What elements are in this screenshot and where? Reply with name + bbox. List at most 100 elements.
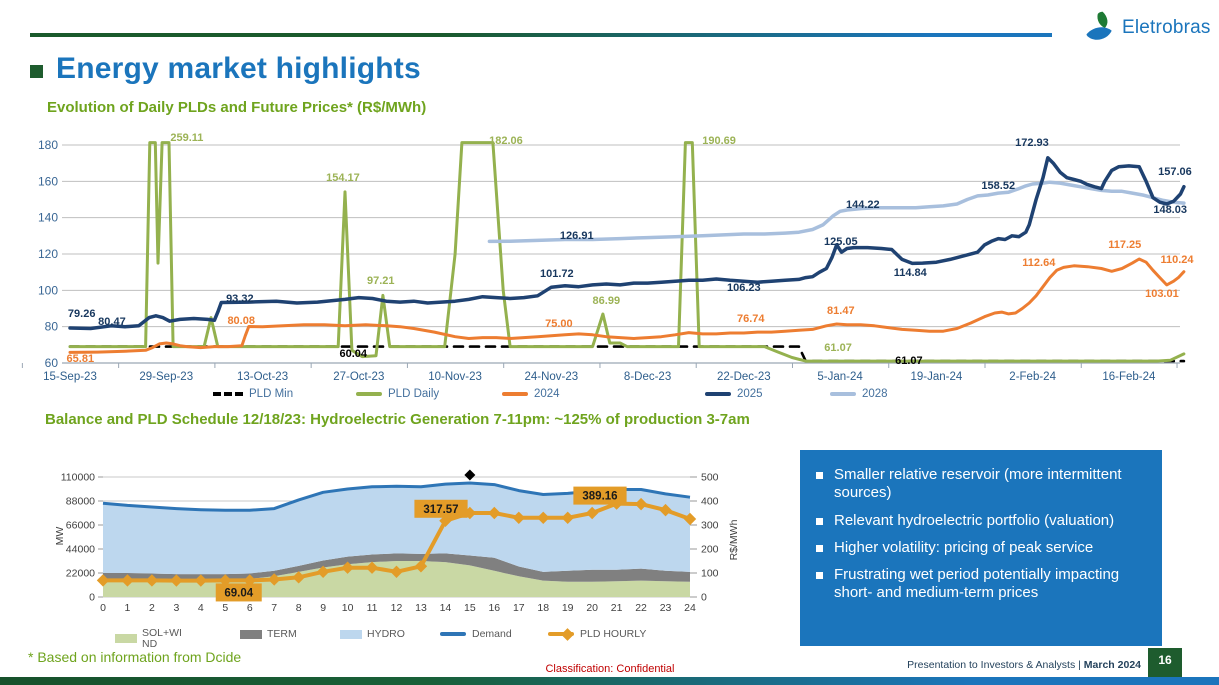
data-label: 190.69: [702, 135, 736, 147]
data-label: 61.07: [824, 342, 852, 354]
tick-label: 15: [464, 602, 476, 614]
data-label: 158.52: [981, 180, 1015, 192]
legend-label: 2028: [862, 388, 888, 400]
tick-label: 100: [38, 283, 58, 297]
tick-label: 5: [222, 602, 228, 614]
tick-label: 10-Nov-23: [428, 371, 482, 383]
tick-label: 140: [38, 211, 58, 225]
legend-label: TERM: [267, 628, 297, 640]
page-title: Energy market highlights: [56, 52, 421, 85]
data-label: 76.74: [737, 313, 765, 325]
data-label: 75.00: [545, 318, 573, 330]
tick-label: 24: [684, 602, 696, 614]
data-label: 110.24: [1161, 254, 1195, 266]
insight-bullet: Relevant hydroelectric portfolio (valuat…: [812, 512, 1148, 530]
legend-swatch: [830, 392, 856, 396]
legend-swatch: [115, 634, 137, 643]
pld-chart-legend: PLD Min PLD Daily 2024 2025 2028: [0, 388, 1219, 408]
legend-label: PLD Daily: [388, 388, 440, 400]
tick-label: 300: [701, 520, 719, 532]
tick-label: 20: [586, 602, 598, 614]
tick-label: 0: [89, 592, 95, 604]
tick-label: 3: [173, 602, 179, 614]
hourly-balance-chart: 0220004400066000880001100000100200300400…: [54, 469, 740, 614]
data-label: 65.81: [67, 353, 95, 365]
tick-label: 160: [38, 174, 58, 188]
tick-label: 19: [562, 602, 574, 614]
legend-label: HYDRO: [367, 628, 405, 640]
tick-label: 24-Nov-23: [524, 371, 578, 383]
annotation-box: [414, 499, 468, 518]
footer-credit-text: Presentation to Investors & Analysts |: [907, 659, 1081, 671]
tick-label: 27-Oct-23: [333, 371, 384, 383]
data-label: 103.01: [1145, 288, 1179, 300]
series-2028: [487, 180, 1186, 244]
legend-label: SOL+WIND: [142, 627, 182, 650]
data-label: 182.06: [489, 135, 523, 147]
data-label: 259.11: [170, 132, 203, 144]
tick-label: 400: [701, 496, 719, 508]
data-label: 101.72: [540, 268, 574, 280]
tick-label: 8: [296, 602, 302, 614]
legend-label: PLD HOURLY: [580, 628, 647, 640]
tick-label: 120: [38, 247, 58, 261]
legend-swatch: [705, 392, 731, 396]
tick-label: 22-Dec-23: [717, 371, 771, 383]
data-label: 172.93: [1015, 137, 1049, 149]
data-label: 60.04: [340, 348, 368, 360]
series-2025: [68, 156, 1186, 331]
legend-item-2025: 2025: [705, 388, 763, 400]
tick-label: 29-Sep-23: [139, 371, 193, 383]
legend-label: 2025: [737, 388, 763, 400]
legend-item-term: TERM: [240, 628, 297, 640]
tick-label: 100: [701, 568, 719, 580]
annotation-text: 317.57: [423, 504, 458, 516]
data-label: 106.23: [727, 282, 761, 294]
demand-peak-diamond: [464, 469, 476, 481]
tick-label: 60: [45, 356, 59, 370]
data-label: 144.22: [846, 199, 880, 211]
tick-label: 21: [611, 602, 623, 614]
tick-label: 1: [125, 602, 131, 614]
legend-diamond-icon: [561, 627, 574, 641]
top-chart-heading: Evolution of Daily PLDs and Future Price…: [47, 99, 427, 116]
title-bullet-icon: [30, 65, 43, 78]
pld-marker: [292, 571, 305, 584]
balance-chart-legend: SOL+WIND TERM HYDRO Demand PLD HOURLY: [0, 627, 770, 654]
legend-swatch: [440, 632, 466, 636]
tick-label: 500: [701, 472, 719, 484]
tick-label: 44000: [66, 544, 95, 556]
tick-label: 2: [149, 602, 155, 614]
tick-label: 16: [488, 602, 500, 614]
tick-label: 110000: [61, 472, 95, 484]
tick-label: 6: [247, 602, 253, 614]
data-label: 80.47: [98, 316, 126, 328]
tick-label: 17: [513, 602, 525, 614]
source-footnote: * Based on information from Dcide: [28, 649, 242, 665]
tick-label: 8-Dec-23: [624, 371, 671, 383]
classification-label: Classification: Confidential: [545, 663, 675, 675]
data-label: 61.07: [895, 355, 923, 367]
area-hydro: [103, 483, 690, 575]
series-2024: [68, 257, 1186, 354]
data-label: 80.08: [227, 315, 255, 327]
tick-label: 2-Feb-24: [1009, 371, 1056, 383]
data-label: 148.03: [1153, 204, 1187, 216]
tick-label: 14: [440, 602, 452, 614]
tick-label: 10: [342, 602, 354, 614]
series-pld-min: [68, 345, 1186, 363]
tick-label: 16-Feb-24: [1102, 371, 1156, 383]
annotation-box: [215, 583, 262, 602]
legend-item-sol+wind: SOL+WIND: [115, 628, 189, 649]
insights-panel: Smaller relative reservoir (more intermi…: [800, 450, 1162, 646]
pld-marker: [585, 506, 599, 520]
tick-label: 13-Oct-23: [237, 371, 288, 383]
data-label: 126.91: [560, 230, 594, 242]
tick-label: 13: [415, 602, 427, 614]
legend-swatch: [340, 629, 362, 639]
footer-credit: Presentation to Investors & Analysts | M…: [906, 658, 1141, 674]
tick-label: 7: [271, 602, 277, 614]
legend-label: PLD Min: [249, 388, 294, 400]
legend-item-pld-daily: PLD Daily: [356, 388, 439, 400]
